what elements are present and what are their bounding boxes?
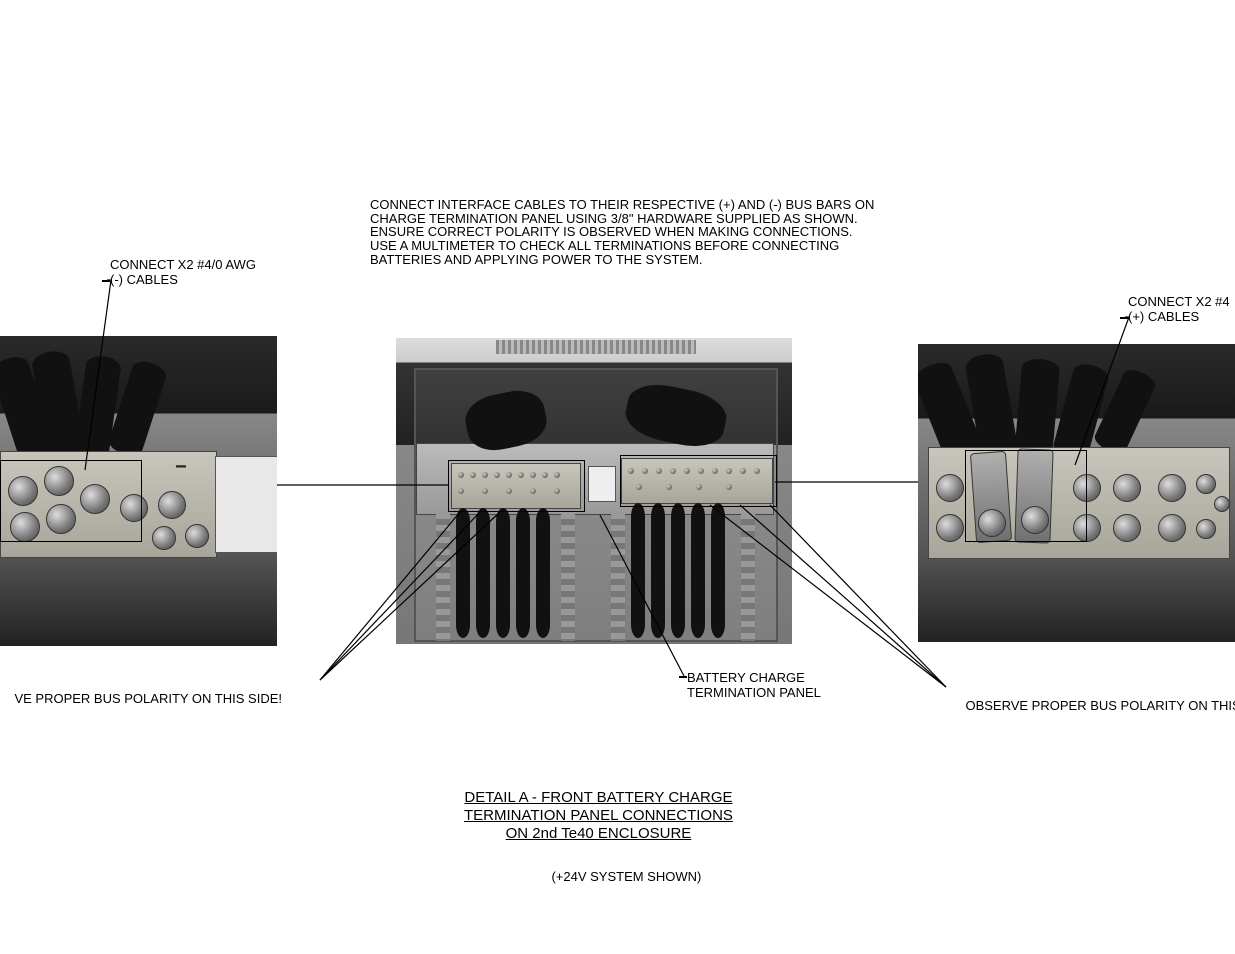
neg-cable-tick	[102, 280, 110, 282]
center-box	[588, 466, 616, 502]
detail-title: DETAIL A - FRONT BATTERY CHARGE TERMINAT…	[464, 789, 733, 843]
photo-right-bg	[918, 344, 1235, 642]
bolt	[666, 484, 672, 490]
bolt	[1073, 474, 1101, 502]
bolt	[740, 468, 746, 474]
cable	[516, 508, 530, 638]
bolt	[978, 509, 1006, 537]
minus-mark: −	[175, 456, 187, 479]
bolt	[726, 484, 732, 490]
bolt	[684, 468, 690, 474]
neg-cable-label: CONNECT X2 #4/0 AWG (-) CABLES	[110, 257, 256, 287]
bolt	[1196, 519, 1216, 539]
bolt	[518, 472, 524, 478]
bolt	[10, 512, 40, 542]
cable	[671, 503, 685, 638]
bolt	[554, 472, 560, 478]
bolt	[530, 472, 536, 478]
bolt	[494, 472, 500, 478]
page: CONNECT INTERFACE CABLES TO THEIR RESPEC…	[0, 0, 1235, 954]
vent	[496, 340, 696, 354]
photo-left: −	[0, 336, 277, 646]
bolt	[542, 472, 548, 478]
bolt	[80, 484, 110, 514]
cable	[651, 503, 665, 638]
photo-left-bg: −	[0, 336, 277, 646]
bolt	[696, 484, 702, 490]
cable	[456, 508, 470, 638]
bolt	[936, 474, 964, 502]
bolt	[554, 488, 560, 494]
bolt	[185, 524, 209, 548]
bolt	[628, 468, 634, 474]
bolt	[1021, 506, 1049, 534]
bolt	[1113, 474, 1141, 502]
bolt	[482, 472, 488, 478]
bolt	[1214, 496, 1230, 512]
instructions-text: CONNECT INTERFACE CABLES TO THEIR RESPEC…	[370, 198, 874, 266]
bolt	[636, 484, 642, 490]
bolt	[656, 468, 662, 474]
bolt	[1073, 514, 1101, 542]
bolt	[726, 468, 732, 474]
bolt	[936, 514, 964, 542]
batt-tick	[679, 676, 687, 678]
upright	[561, 513, 575, 641]
bolt	[712, 468, 718, 474]
cable	[631, 503, 645, 638]
left-polarity-label: VE PROPER BUS POLARITY ON THIS SIDE!	[0, 676, 282, 721]
bolt	[642, 468, 648, 474]
bolt	[46, 504, 76, 534]
bolt	[458, 472, 464, 478]
bolt	[8, 476, 38, 506]
control-box	[215, 456, 277, 553]
bolt	[530, 488, 536, 494]
photo-center	[396, 338, 792, 644]
cable	[496, 508, 510, 638]
bolt	[152, 526, 176, 550]
cable	[691, 503, 705, 638]
cable	[476, 508, 490, 638]
upright	[741, 513, 755, 641]
upright	[611, 513, 625, 641]
cable	[711, 503, 725, 638]
bolt	[1158, 474, 1186, 502]
busbar-right	[621, 458, 773, 504]
bolt	[698, 468, 704, 474]
right-polarity-text: OBSERVE PROPER BUS POLARITY ON THIS SIDE	[965, 698, 1235, 713]
bolt	[754, 468, 760, 474]
bolt	[458, 488, 464, 494]
subtitle-text: (+24V SYSTEM SHOWN)	[551, 869, 701, 884]
battery-panel-label: BATTERY CHARGE TERMINATION PANEL	[687, 670, 821, 700]
photo-center-bg	[396, 338, 792, 644]
busbar-left	[451, 463, 581, 509]
upright	[436, 513, 450, 641]
pos-cable-label: CONNECT X2 #4 (+) CABLES	[1128, 294, 1230, 324]
bolt	[506, 488, 512, 494]
bolt	[506, 472, 512, 478]
cable	[536, 508, 550, 638]
bolt	[470, 472, 476, 478]
bolt	[1113, 514, 1141, 542]
right-polarity-label: OBSERVE PROPER BUS POLARITY ON THIS SIDE	[951, 683, 1235, 728]
detail-subtitle: (+24V SYSTEM SHOWN)	[537, 854, 701, 899]
bolt	[482, 488, 488, 494]
bolt	[120, 494, 148, 522]
bolt	[158, 491, 186, 519]
bolt	[1196, 474, 1216, 494]
bolt	[1158, 514, 1186, 542]
bolt	[44, 466, 74, 496]
left-polarity-text: VE PROPER BUS POLARITY ON THIS SIDE!	[14, 691, 282, 706]
photo-right	[918, 344, 1235, 642]
pos-cable-tick	[1120, 317, 1128, 319]
bolt	[670, 468, 676, 474]
